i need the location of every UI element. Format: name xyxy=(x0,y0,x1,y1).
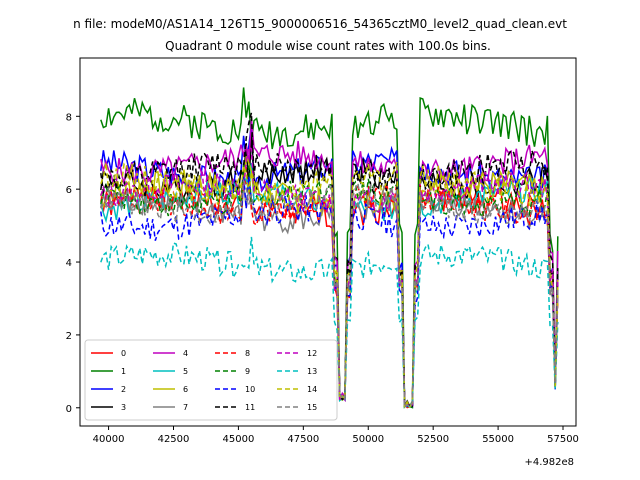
series-line-8 xyxy=(100,177,559,409)
legend-label-8: 8 xyxy=(245,349,250,358)
axes-layer: 40000 42500 45000 47500 50000 52500 55000 57500… xyxy=(66,112,579,445)
legend-label-13: 13 xyxy=(307,367,317,376)
y-tick-label: 2 xyxy=(66,331,72,342)
series-line-5 xyxy=(100,163,559,408)
legend-label-5: 5 xyxy=(183,367,188,376)
series-line-10 xyxy=(100,175,559,408)
x-tick-label: 55000 xyxy=(482,434,514,445)
chart-title: Quadrant 0 module wise count rates with … xyxy=(165,39,491,53)
x-offset-label: +4.982e8 xyxy=(524,457,574,468)
legend-label-6: 6 xyxy=(183,385,188,394)
legend-label-3: 3 xyxy=(121,403,126,412)
series-line-14 xyxy=(100,161,559,409)
x-tick-label: 52500 xyxy=(417,434,449,445)
series-line-6 xyxy=(100,156,559,409)
plot-frame xyxy=(79,57,577,427)
x-tick-label: 57500 xyxy=(547,434,579,445)
x-tick-label: 50000 xyxy=(352,434,384,445)
x-tick-label: 45000 xyxy=(223,434,255,445)
chart-suptitle: n file: modeM0/AS1A14_126T15_9000006516_… xyxy=(73,17,567,31)
legend-label-12: 12 xyxy=(307,349,317,358)
series-line-7 xyxy=(100,182,559,408)
legend-label-4: 4 xyxy=(183,349,188,358)
y-tick-label: 0 xyxy=(66,404,72,415)
series-line-1 xyxy=(100,87,559,408)
series-line-15 xyxy=(100,178,559,410)
y-tick-label: 8 xyxy=(66,112,72,123)
x-tick-label: 42500 xyxy=(158,434,190,445)
legend-label-1: 1 xyxy=(121,367,126,376)
legend-label-0: 0 xyxy=(121,349,126,358)
y-tick-label: 4 xyxy=(66,258,72,269)
series-line-11 xyxy=(100,112,559,408)
legend-label-15: 15 xyxy=(307,403,317,412)
legend-label-10: 10 xyxy=(245,385,255,394)
legend-label-9: 9 xyxy=(245,367,250,376)
series-layer xyxy=(100,87,559,410)
y-tick-label: 6 xyxy=(66,185,72,196)
legend-label-11: 11 xyxy=(245,403,255,412)
legend-label-2: 2 xyxy=(121,385,126,394)
series-line-12 xyxy=(100,145,559,410)
legend-label-7: 7 xyxy=(183,403,188,412)
legend-label-14: 14 xyxy=(307,385,317,394)
x-tick-label: 40000 xyxy=(93,434,125,445)
x-tick-label: 47500 xyxy=(287,434,319,445)
series-line-13 xyxy=(100,236,559,409)
legend-box xyxy=(84,339,338,421)
